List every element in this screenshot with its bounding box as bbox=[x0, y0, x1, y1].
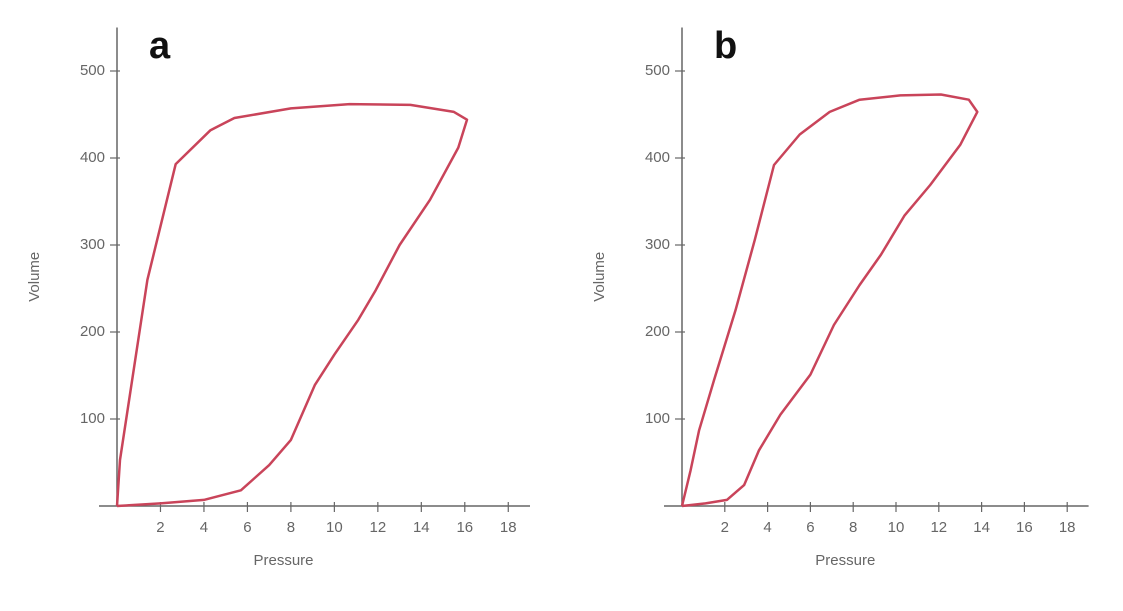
x-tick-label: 8 bbox=[287, 519, 295, 536]
x-tick-label: 12 bbox=[369, 519, 386, 536]
x-tick-label: 2 bbox=[721, 519, 729, 536]
x-tick-label: 6 bbox=[243, 519, 251, 536]
pv-loop bbox=[115, 102, 469, 508]
x-tick-label: 18 bbox=[500, 519, 517, 536]
x-tick-label: 12 bbox=[930, 519, 947, 536]
y-tick-label: 200 bbox=[645, 323, 670, 340]
y-tick-label: 300 bbox=[645, 236, 670, 253]
x-tick-label: 16 bbox=[1016, 519, 1033, 536]
x-tick-label: 10 bbox=[888, 519, 905, 536]
y-tick-label: 500 bbox=[645, 62, 670, 79]
x-axis-label: Pressure bbox=[253, 552, 313, 569]
y-axis-label: Volume bbox=[591, 252, 608, 302]
x-tick-label: 18 bbox=[1059, 519, 1076, 536]
y-tick-label: 100 bbox=[80, 410, 105, 427]
pv-loop bbox=[680, 93, 979, 508]
y-axis-label: Volume bbox=[26, 252, 43, 302]
x-tick-label: 14 bbox=[973, 519, 990, 536]
x-tick-label: 10 bbox=[326, 519, 343, 536]
x-tick-label: 4 bbox=[200, 519, 208, 536]
x-tick-label: 4 bbox=[763, 519, 771, 536]
y-tick-label: 100 bbox=[645, 410, 670, 427]
x-tick-label: 14 bbox=[413, 519, 430, 536]
x-axis-label: Pressure bbox=[815, 552, 875, 569]
x-tick-label: 6 bbox=[806, 519, 814, 536]
x-tick-label: 16 bbox=[456, 519, 473, 536]
x-tick-label: 8 bbox=[849, 519, 857, 536]
x-tick-label: 2 bbox=[156, 519, 164, 536]
y-tick-label: 400 bbox=[80, 149, 105, 166]
y-tick-label: 200 bbox=[80, 323, 105, 340]
panel-label: b bbox=[714, 25, 737, 67]
panel-label: a bbox=[149, 25, 171, 67]
y-tick-label: 500 bbox=[80, 62, 105, 79]
y-tick-label: 300 bbox=[80, 236, 105, 253]
y-tick-label: 400 bbox=[645, 149, 670, 166]
